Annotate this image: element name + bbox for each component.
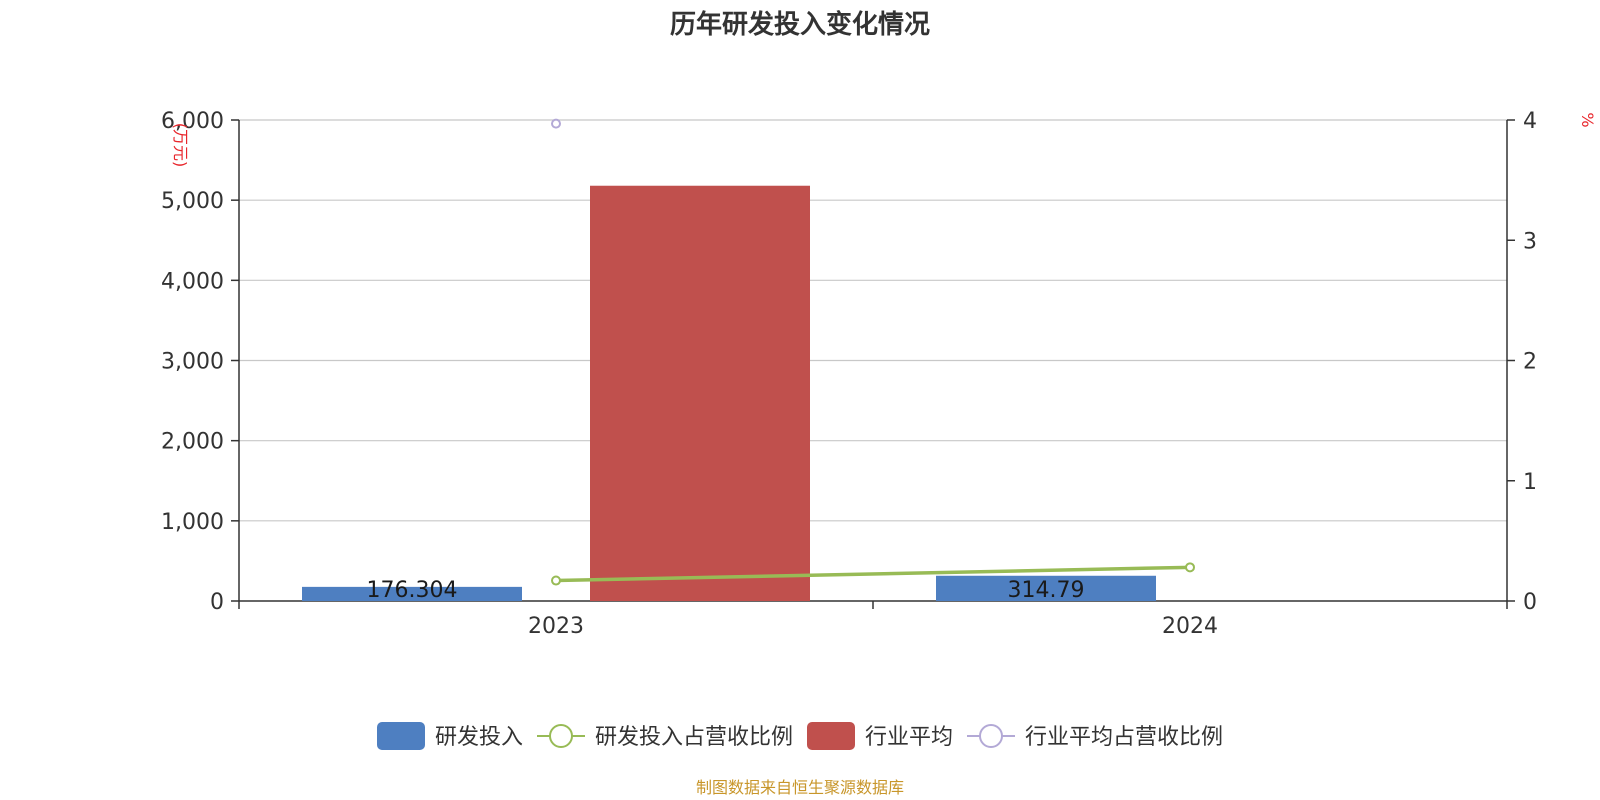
right-tick-label: 1: [1523, 470, 1537, 495]
x-tick-label: 2024: [1162, 614, 1218, 639]
right-tick-label: 2: [1523, 350, 1537, 375]
bar-value-label: 176.304: [367, 578, 458, 603]
left-tick-label: 3,000: [161, 350, 224, 375]
left-tick-label: 5,000: [161, 189, 224, 214]
left-tick-label: 4,000: [161, 269, 224, 294]
right-axis-unit: %: [1578, 112, 1597, 127]
series-line: [555, 565, 1191, 583]
right-tick-label: 0: [1523, 590, 1537, 615]
left-tick-label: 2,000: [161, 430, 224, 455]
legend-swatch-marker: [979, 724, 1003, 748]
lines: [551, 118, 1195, 586]
series-point: [551, 575, 561, 586]
bar: [302, 586, 522, 601]
bar-value-label: 314.79: [1008, 578, 1085, 603]
left-axis-unit: (万元): [171, 123, 190, 168]
chart-title: 历年研发投入变化情况: [670, 9, 930, 40]
axes: 0 1,000 2,000 3,000 4,000 5,000 6,000 0 1 2 3 4 2023…: [161, 109, 1537, 639]
source-note: 制图数据来自恒生聚源数据库: [696, 778, 904, 797]
right-tick-label: 3: [1523, 229, 1537, 254]
right-tick-label: 4: [1523, 109, 1537, 134]
x-tick-label: 2023: [528, 614, 584, 639]
legend-label: 研发投入占营收比例: [595, 725, 793, 750]
data-labels: 176.304 314.79: [367, 578, 1085, 603]
legend-label: 行业平均占营收比例: [1025, 725, 1223, 750]
legend-swatch-marker: [549, 724, 573, 748]
left-tick-label: 0: [210, 590, 224, 615]
left-tick-label: 6,000: [161, 109, 224, 134]
series-point: [1185, 562, 1195, 573]
grid-lines: [239, 119, 1507, 522]
legend-swatch: [807, 722, 855, 750]
legend-swatch: [377, 722, 425, 750]
bars: [302, 185, 1156, 601]
left-tick-label: 1,000: [161, 510, 224, 535]
legend-label: 行业平均: [865, 725, 953, 750]
bar: [590, 185, 810, 601]
series-point: [551, 118, 561, 129]
bar: [936, 575, 1156, 601]
legend: 研发投入 研发投入占营收比例 行业平均 行业平均占营收比例: [377, 722, 1223, 750]
legend-label: 研发投入: [435, 725, 523, 750]
